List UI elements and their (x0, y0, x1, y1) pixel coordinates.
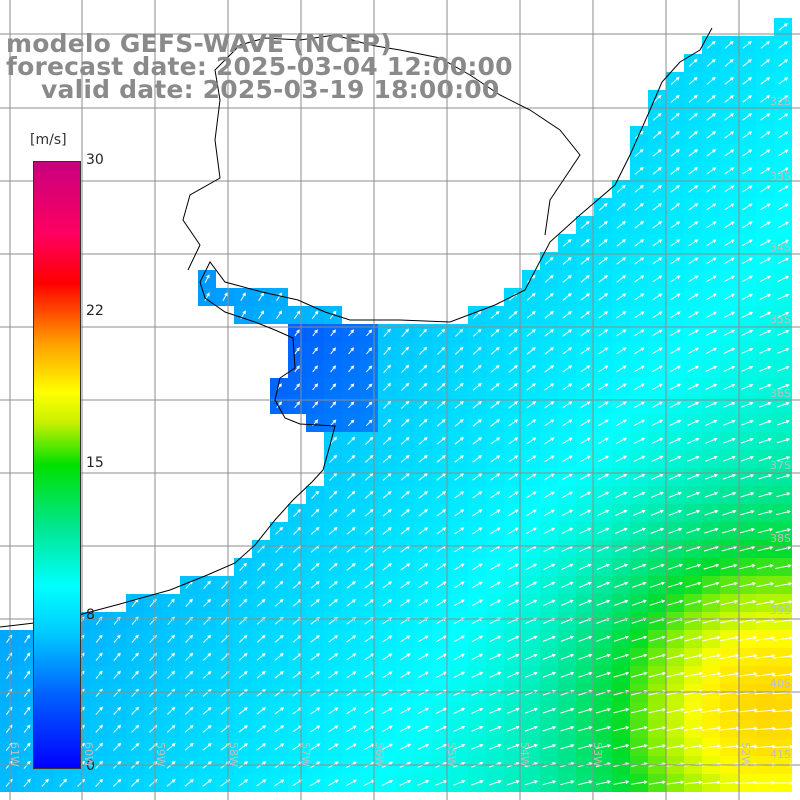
lon-label: 55W (445, 742, 458, 767)
lon-label: 59W (154, 742, 167, 767)
lat-label: 40S (770, 677, 791, 690)
lon-label: 60W (82, 742, 95, 767)
lon-label: 52W (739, 742, 752, 767)
lat-label: 35S (770, 313, 791, 326)
lat-label: 36S (770, 387, 791, 400)
model-title: modelo GEFS-WAVE (NCEP) (6, 29, 392, 58)
colorbar-tick-22: 22 (86, 303, 104, 319)
lon-label: 53W (591, 742, 604, 767)
colorbar (33, 161, 81, 769)
lon-label: 56W (373, 742, 386, 767)
lat-label: 37S (770, 459, 791, 472)
colorbar-tick-15: 15 (86, 455, 104, 471)
lat-label: 33S (770, 170, 791, 183)
lat-label: 32S (770, 95, 791, 108)
border-line (182, 34, 581, 271)
colorbar-tick-8: 8 (86, 607, 95, 623)
lat-label: 34S (770, 241, 791, 254)
colorbar-tick-0: 0 (86, 758, 95, 774)
lat-label: 41S (770, 748, 791, 761)
lon-label: 61W (8, 742, 21, 767)
colorbar-tick-30: 30 (86, 152, 104, 168)
colorbar-unit: [m/s] (30, 132, 67, 148)
forecast-date: forecast date: 2025-03-04 12:00:00 (6, 52, 513, 81)
lat-label: 39S (770, 604, 791, 617)
coastline (0, 27, 713, 628)
valid-date: valid date: 2025-03-19 18:00:00 (41, 75, 500, 104)
lon-label: 54W (518, 742, 531, 767)
lon-label: 57W (299, 742, 312, 767)
lat-label: 38S (770, 532, 791, 545)
lon-label: 58W (227, 742, 240, 767)
